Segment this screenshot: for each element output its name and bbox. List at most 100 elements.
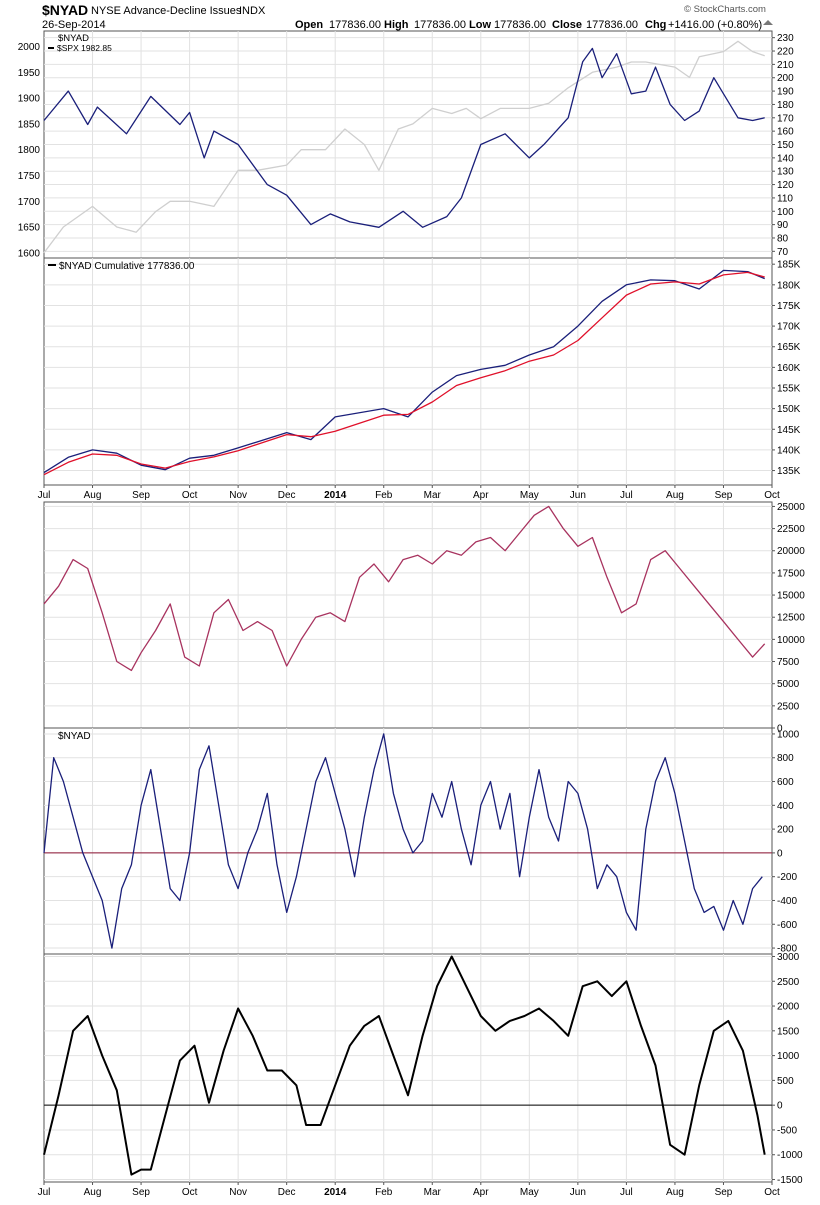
y-tick-label: 135K [777, 466, 801, 477]
open-value: 177836.00 [329, 19, 381, 31]
y-tick-label: 0 [777, 724, 783, 735]
y-tick-label: 3000 [777, 952, 800, 963]
panel-frame [43, 501, 773, 729]
close-value: 177836.00 [586, 19, 638, 31]
y-tick-label: 20000 [777, 546, 805, 557]
y-tick-label-left: 1700 [18, 197, 41, 208]
y-tick-label: 1500 [777, 1026, 800, 1037]
header-watermark: © StockCharts.com [684, 4, 766, 15]
y-tick-label: 10000 [777, 635, 805, 646]
series-line-nyad-cumulative [43, 269, 765, 474]
y-tick-label: -800 [777, 944, 797, 955]
panels: 70 80 90 100 110 120 130 140 150 160 170 180 190 200 2… [18, 30, 805, 1198]
panel-3: 0 2500 5000 7500 10000 12500 15000 17500 20000 22… [43, 501, 805, 735]
y-tick-label: 170 [777, 113, 794, 124]
y-tick-label: 140 [777, 153, 794, 164]
y-tick-label: 160 [777, 127, 794, 138]
y-tick-label: 175K [777, 301, 801, 312]
x-tick-label: Mar [424, 490, 442, 501]
y-tick-label: 600 [777, 777, 794, 788]
x-tick-label: May [520, 490, 539, 501]
x-tick-label: Dec [278, 1187, 296, 1198]
y-tick-label: -400 [777, 896, 797, 907]
y-tick-label: 150 [777, 140, 794, 151]
y-tick-label: 210 [777, 60, 794, 71]
y-tick-label: 25000 [777, 502, 805, 513]
panel-title: $NYAD Cumulative 177836.00 [59, 261, 195, 272]
x-tick-label: Oct [182, 490, 198, 501]
panel-frame [43, 953, 773, 1183]
y-tick-label: 15000 [777, 591, 805, 602]
y-tick-label: 7500 [777, 657, 800, 668]
x-tick-label: Aug [666, 490, 684, 501]
y-tick-label: 180K [777, 280, 801, 291]
x-tick-label: Apr [473, 490, 489, 501]
y-tick-label: 100 [777, 207, 794, 218]
high-label: High [384, 19, 409, 31]
x-tick-label: 2014 [324, 490, 347, 501]
x-tick-label: Oct [764, 1187, 780, 1198]
chg-value: +1416.00 (+0.80%) [668, 19, 762, 31]
y-tick-label: 165K [777, 342, 801, 353]
y-tick-label: 70 [777, 247, 789, 258]
x-axis-2: Jul Aug Sep Oct Nov Dec 2014 Feb Mar Apr May Jun Jul… [38, 1182, 780, 1198]
panel-2: 135K 140K 145K 150K 155K 160K 165K 170K 175K 180K… [43, 257, 801, 486]
y-tick-label: 220 [777, 47, 794, 58]
y-tick-label: 2500 [777, 701, 800, 712]
y-tick-label: 1000 [777, 729, 800, 740]
low-label: Low [469, 19, 491, 31]
y-tick-label: -600 [777, 920, 797, 931]
y-tick-label: 185K [777, 260, 801, 271]
y-tick-label: 200 [777, 825, 794, 836]
y-tick-label: 170K [777, 322, 801, 333]
y-tick-label: -1500 [777, 1175, 803, 1186]
y-tick-label: 12500 [777, 613, 805, 624]
x-tick-label: Jul [620, 490, 633, 501]
series-line-spx [43, 40, 765, 254]
panel-1: 70 80 90 100 110 120 130 140 150 160 170 180 190 200 2… [18, 30, 794, 259]
y-tick-label: 155K [777, 384, 801, 395]
y-tick-label: 200 [777, 73, 794, 84]
y-tick-label: 80 [777, 233, 789, 244]
y-tick-label-left: 1900 [18, 94, 41, 105]
collapse-arrow-icon[interactable] [763, 20, 773, 25]
y-tick-label: 160K [777, 363, 801, 374]
x-tick-label: 2014 [324, 1187, 347, 1198]
high-value: 177836.00 [414, 19, 466, 31]
x-tick-label: Jul [38, 490, 51, 501]
series-line-moving-average [43, 271, 765, 476]
y-tick-label-left: 1650 [18, 223, 41, 234]
x-tick-label: Feb [375, 490, 393, 501]
x-tick-label: Mar [424, 1187, 442, 1198]
y-tick-label: 150K [777, 404, 801, 415]
y-tick-label: 110 [777, 193, 793, 204]
y-tick-label: 145K [777, 425, 801, 436]
y-tick-label: 0 [777, 848, 783, 859]
x-tick-label: May [520, 1187, 539, 1198]
y-tick-label: 90 [777, 220, 789, 231]
header-date: 26-Sep-2014 [42, 19, 106, 31]
x-tick-label: Oct [764, 490, 780, 501]
series-line-nyad [43, 733, 763, 949]
x-tick-label: Apr [473, 1187, 489, 1198]
x-tick-label: Sep [715, 490, 733, 501]
y-tick-label: 180 [777, 100, 794, 111]
x-tick-label: Dec [278, 490, 296, 501]
x-tick-label: Jul [38, 1187, 51, 1198]
y-tick-label: 2500 [777, 977, 800, 988]
x-tick-label: Jun [570, 490, 586, 501]
y-tick-label: 190 [777, 87, 794, 98]
series-line-summation [43, 955, 766, 1176]
panel-4: -800 -600 -400 -200 0 200 400 600 800 1000 $NYAD [43, 727, 800, 955]
x-tick-label: Nov [229, 490, 247, 501]
series-line-nyad [43, 47, 765, 228]
y-tick-label: 5000 [777, 679, 800, 690]
close-label: Close [552, 19, 582, 31]
y-tick-label: 17500 [777, 568, 805, 579]
x-tick-label: Feb [375, 1187, 393, 1198]
y-tick-label: 130 [777, 167, 794, 178]
y-tick-label: 230 [777, 33, 794, 44]
x-tick-label: Sep [715, 1187, 733, 1198]
